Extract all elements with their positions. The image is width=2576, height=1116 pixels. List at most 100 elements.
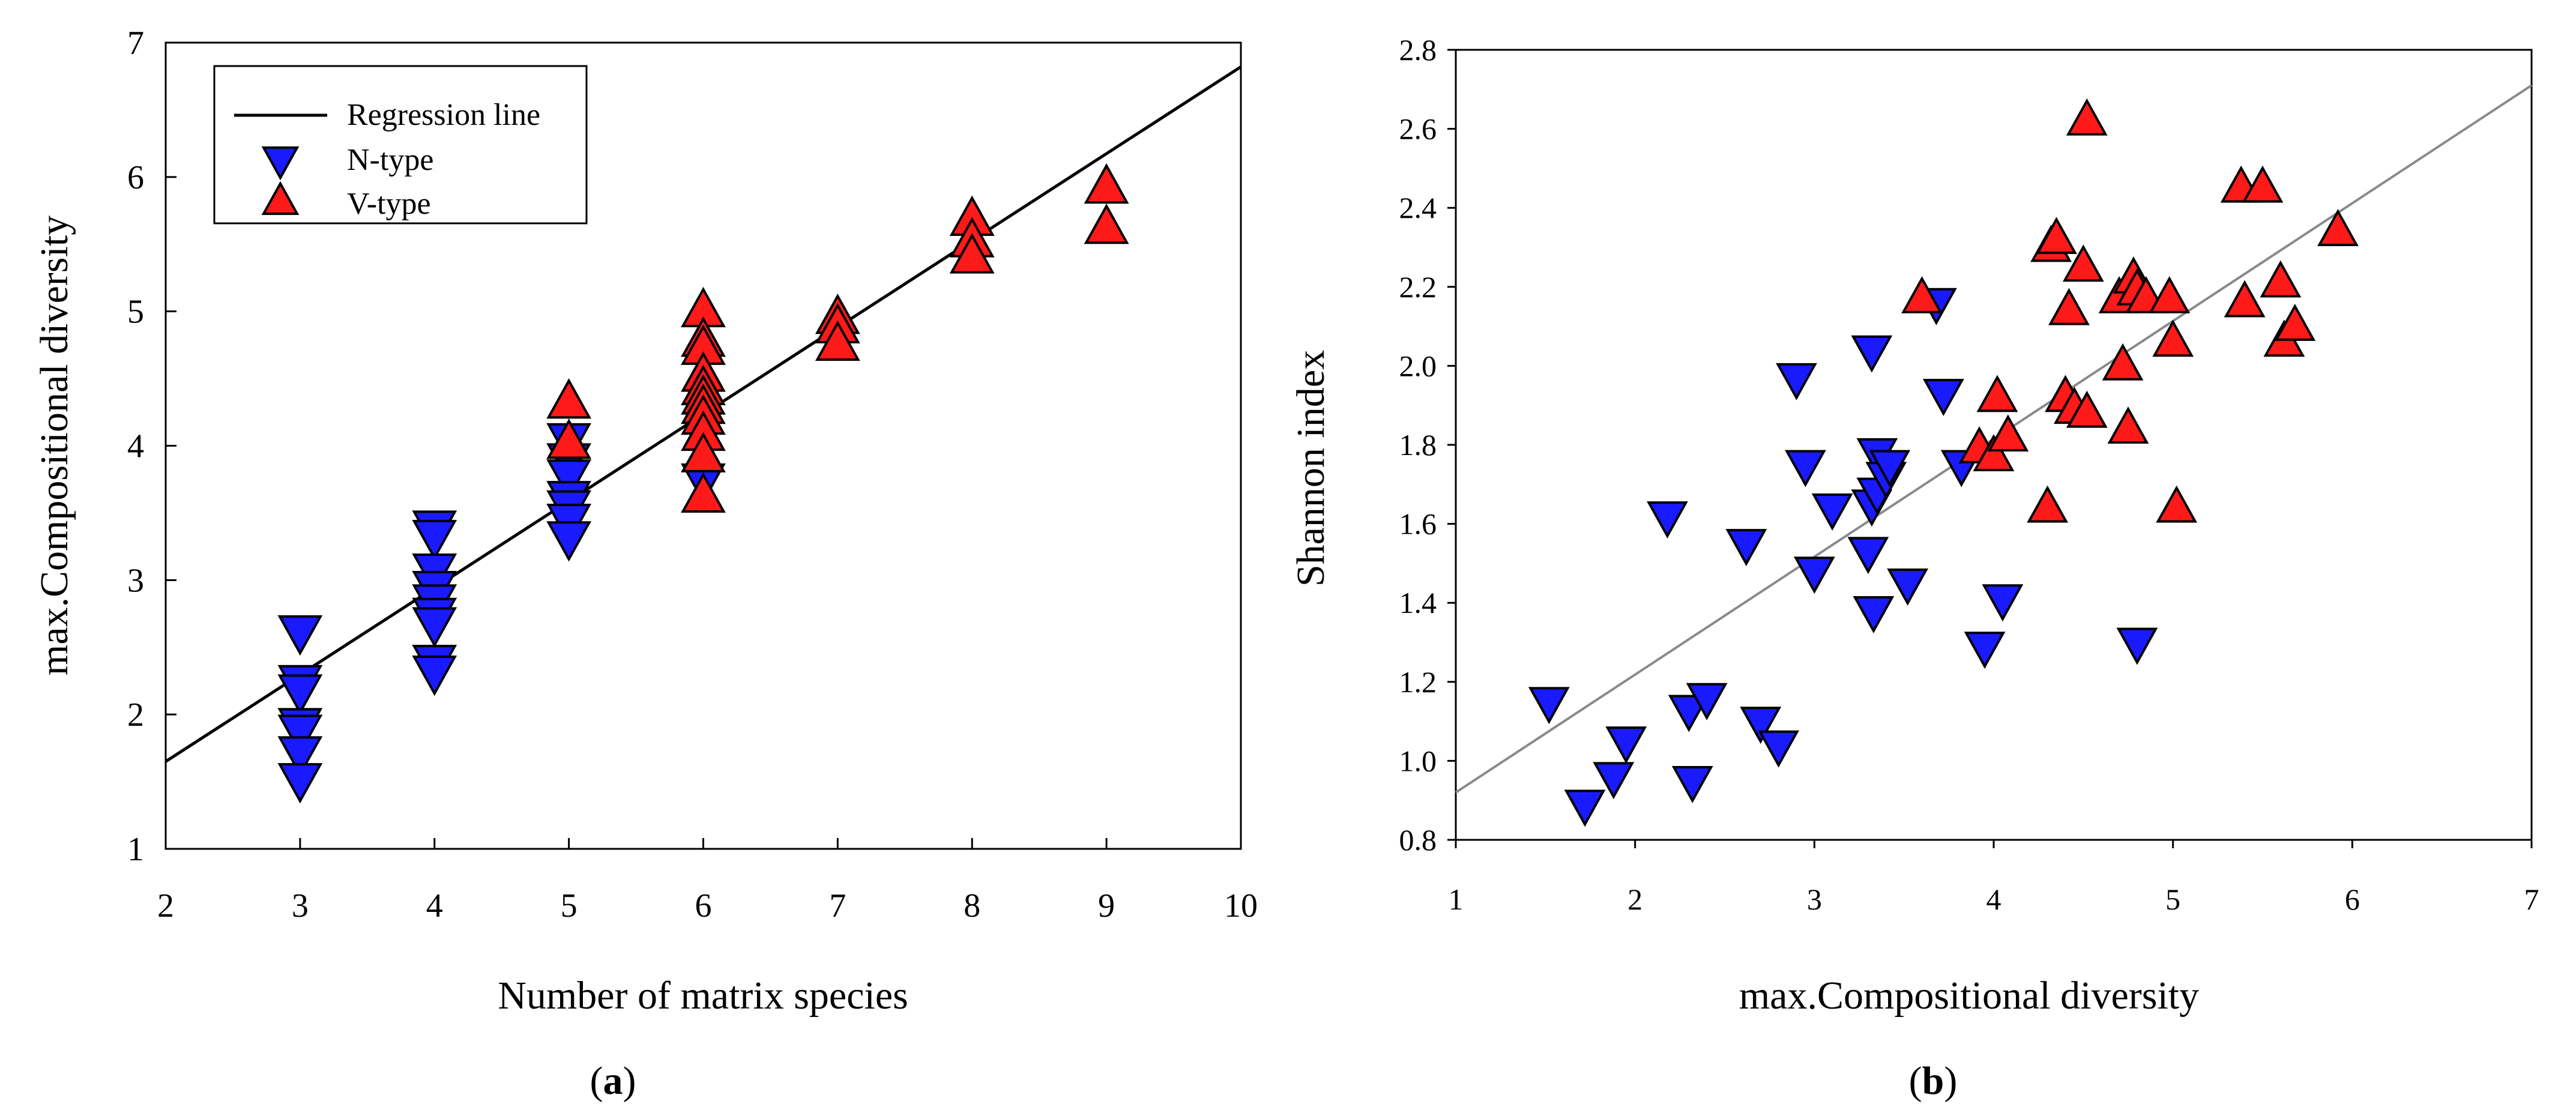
- legend-n-type-triangle: [261, 146, 300, 181]
- v-type-point: [2107, 406, 2149, 444]
- x-tick-label: 6: [2345, 882, 2360, 916]
- panel-a-y-ticks: 1 2 3 4 5 6 7: [127, 25, 176, 868]
- panel-b-points: [1528, 98, 2359, 827]
- y-tick-label: 3: [127, 562, 144, 599]
- v-type-point: [2224, 280, 2266, 318]
- n-type-point: [1887, 568, 1929, 606]
- v-type-point: [2062, 244, 2104, 282]
- n-type-point: [1725, 529, 1767, 567]
- n-type-point: [1922, 379, 1964, 417]
- v-type-point: [681, 472, 726, 513]
- v-type-point: [2149, 276, 2191, 313]
- v-type-point: [2036, 217, 2077, 255]
- x-tick-label: 4: [426, 887, 443, 924]
- n-type-point: [2116, 627, 2158, 665]
- v-type-point: [949, 233, 995, 274]
- n-type-point: [1785, 450, 1826, 487]
- v-type-point: [2048, 288, 2090, 325]
- n-type-point: [1671, 765, 1713, 803]
- n-type-point: [1811, 493, 1853, 531]
- y-tick-label: 0.8: [1399, 823, 1437, 857]
- v-type-point: [2242, 165, 2284, 203]
- legend-n-type-marker: [261, 146, 300, 181]
- n-type-point: [1847, 537, 1889, 575]
- panel-a-y-axis-label: max.Compositional diversity: [32, 216, 76, 675]
- y-tick-label: 1.6: [1399, 507, 1437, 541]
- n-type-point: [412, 607, 457, 648]
- v-type-point: [2317, 209, 2359, 246]
- v-type-point: [681, 432, 726, 472]
- y-tick-label: 1: [127, 831, 144, 868]
- n-type-point: [277, 674, 323, 715]
- legend-item-n-type: N-type: [347, 143, 433, 177]
- y-tick-label: 2: [127, 696, 144, 734]
- v-type-point: [1901, 276, 1943, 313]
- x-tick-label: 5: [2165, 882, 2180, 916]
- v-type-point: [2066, 98, 2108, 136]
- v-type-point: [1987, 414, 2029, 452]
- x-tick-label: 7: [829, 887, 846, 924]
- y-tick-label: 6: [127, 159, 144, 196]
- panel-b-chart: 1 2 3 4 5 6 7 0.8 1.0 1.2 1.4 1.6 1.8 2.0 2.2 2.4 2.6 2.…: [1289, 33, 2539, 1103]
- panel-b-x-axis-label: max.Compositional diversity: [1739, 974, 2199, 1018]
- y-tick-label: 7: [127, 25, 144, 62]
- v-type-point: [1084, 204, 1129, 244]
- v-type-point: [2152, 319, 2194, 357]
- v-type-point: [815, 320, 860, 361]
- v-type-point: [2027, 485, 2068, 523]
- v-type-point: [2156, 485, 2198, 523]
- n-type-point: [546, 521, 592, 562]
- n-type-point: [1758, 730, 1799, 768]
- v-type-point: [2260, 260, 2302, 298]
- panel-b-y-ticks: 0.8 1.0 1.2 1.4 1.6 1.8 2.0 2.2 2.4 2.6 2.8: [1399, 33, 1456, 857]
- n-type-point: [277, 763, 323, 804]
- y-tick-label: 4: [127, 428, 144, 465]
- y-tick-label: 2.2: [1399, 270, 1437, 304]
- x-tick-label: 5: [561, 887, 578, 924]
- y-tick-label: 2.8: [1399, 33, 1437, 67]
- n-type-point: [1964, 632, 2006, 669]
- v-type-point: [1973, 434, 2015, 472]
- v-type-point: [2102, 343, 2144, 381]
- n-type-point: [1740, 707, 1782, 744]
- panel-a-caption: (a): [590, 1059, 636, 1103]
- panel-b-x-ticks: 1 2 3 4 5 6 7: [1449, 840, 2539, 916]
- x-tick-label: 4: [1986, 882, 2001, 916]
- y-tick-label: 2.6: [1399, 112, 1437, 146]
- n-type-point: [1605, 726, 1647, 764]
- n-type-point: [1564, 789, 1606, 827]
- y-tick-label: 2.0: [1399, 349, 1437, 382]
- x-tick-label: 2: [157, 887, 174, 924]
- legend-v-type-triangle: [261, 181, 300, 216]
- v-type-point: [1084, 163, 1129, 204]
- n-type-point: [1982, 584, 2024, 622]
- n-type-point: [1851, 335, 1893, 373]
- y-tick-label: 1.8: [1399, 428, 1437, 462]
- n-type-point: [277, 615, 323, 656]
- n-type-point: [1869, 450, 1911, 487]
- v-type-point: [2066, 390, 2108, 428]
- x-tick-label: 3: [292, 887, 309, 924]
- n-type-point: [277, 736, 323, 777]
- v-type-point: [1976, 375, 2018, 412]
- x-tick-label: 9: [1098, 887, 1115, 924]
- x-tick-label: 1: [1449, 882, 1464, 916]
- y-tick-label: 2.4: [1399, 191, 1437, 225]
- panel-a-points: [277, 163, 1129, 804]
- x-tick-label: 3: [1807, 882, 1822, 916]
- n-type-point: [412, 519, 457, 561]
- panel-a-x-ticks: 2 3 4 5 6 7 8 9 10: [157, 838, 1258, 924]
- y-tick-label: 1.4: [1399, 586, 1437, 620]
- panel-b-caption: (b): [1909, 1059, 1958, 1103]
- x-tick-label: 10: [1224, 887, 1258, 924]
- n-type-point: [1593, 762, 1635, 800]
- n-type-point: [1686, 683, 1728, 720]
- y-tick-label: 1.2: [1399, 665, 1437, 699]
- n-type-point: [1647, 501, 1688, 539]
- x-tick-label: 7: [2524, 882, 2539, 916]
- panel-a-x-axis-label: Number of matrix species: [498, 974, 908, 1018]
- n-type-point: [412, 656, 457, 696]
- n-type-point: [1528, 687, 1570, 725]
